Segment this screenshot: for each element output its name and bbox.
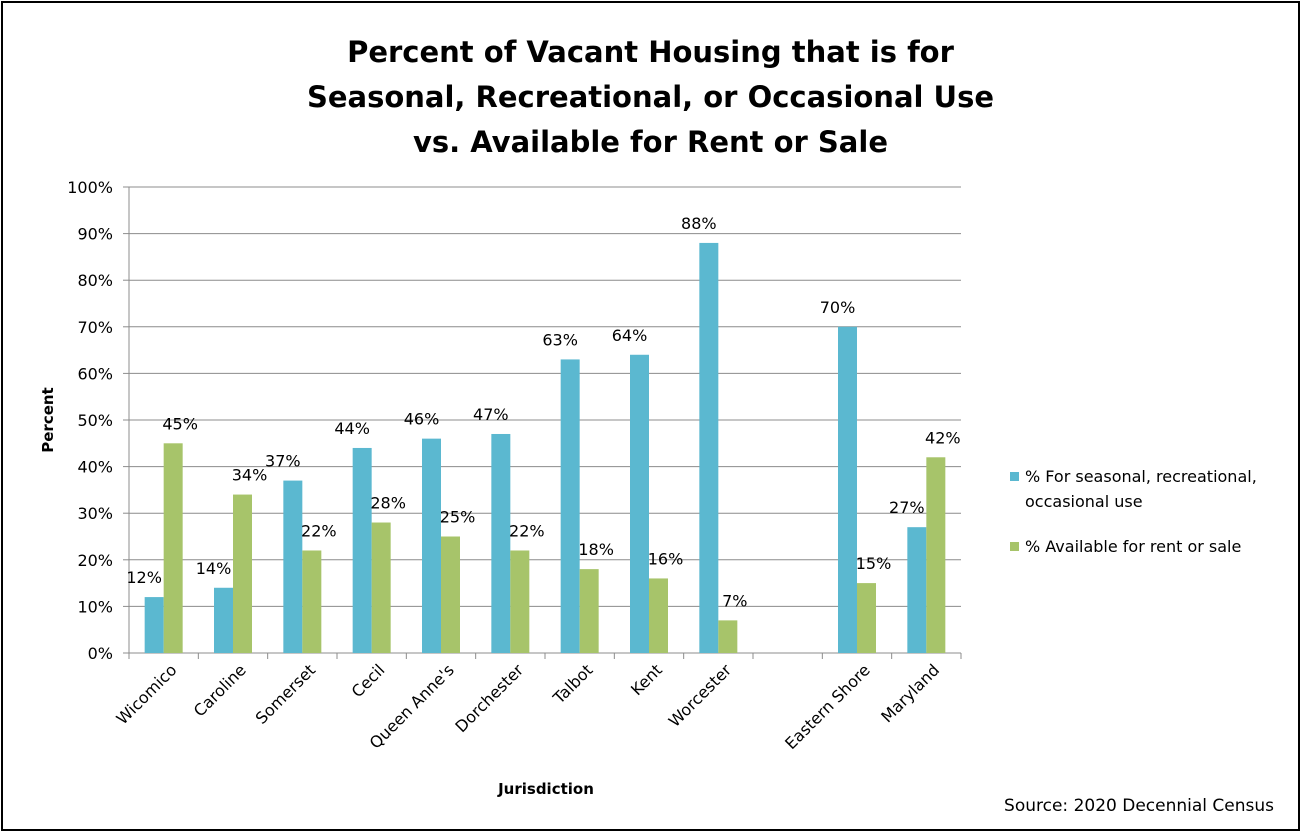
category-label: Talbot	[549, 660, 597, 708]
bar-seasonal	[352, 447, 372, 653]
bar-available	[857, 583, 876, 653]
data-label: 27%	[889, 498, 925, 517]
legend-label-seasonal-line-2: occasional use	[1025, 492, 1143, 511]
legend-label-available: % Available for rent or sale	[1025, 537, 1242, 556]
data-label: 63%	[542, 330, 578, 349]
data-label: 14%	[196, 559, 232, 578]
y-tick-label: 40%	[77, 458, 113, 477]
bar-seasonal	[699, 242, 719, 654]
data-label: 44%	[334, 419, 370, 438]
y-tick-label: 50%	[77, 411, 113, 430]
y-axis-title: Percent	[39, 387, 57, 452]
bar-available	[441, 536, 460, 653]
category-label: Dorchester	[451, 660, 527, 736]
bar-seasonal	[907, 527, 927, 653]
data-label: 25%	[440, 508, 476, 527]
bar-available	[163, 443, 183, 653]
legend-swatch-seasonal	[1010, 472, 1019, 481]
legend-swatch-available	[1010, 542, 1019, 551]
y-tick-label: 90%	[77, 225, 113, 244]
bar-seasonal	[630, 354, 649, 653]
bar-available	[371, 522, 391, 653]
y-tick-label: 100%	[67, 178, 113, 197]
data-label: 34%	[232, 466, 268, 485]
bar-seasonal	[491, 433, 511, 653]
category-label: Cecil	[348, 660, 389, 701]
y-tick-label: 10%	[77, 597, 113, 616]
category-label: Wicomico	[113, 660, 181, 728]
data-label: 22%	[301, 521, 337, 540]
y-tick-label: 0%	[88, 644, 113, 663]
y-tick-label: 70%	[77, 318, 113, 337]
data-label: 37%	[265, 452, 301, 471]
bar-available	[510, 550, 530, 653]
y-tick-label: 30%	[77, 504, 113, 523]
category-label: Somerset	[252, 660, 319, 727]
chart-title-line-2: Seasonal, Recreational, or Occasional Us…	[306, 80, 995, 114]
data-label: 88%	[681, 214, 717, 233]
bar-available	[718, 620, 738, 653]
y-tick-label: 60%	[77, 364, 113, 383]
bar-available	[233, 494, 252, 653]
chart-title-line-1: Percent of Vacant Housing that is for	[347, 35, 954, 69]
chart-title: Percent of Vacant Housing that is for Se…	[0, 30, 1301, 165]
x-axis-title: Jurisdiction	[497, 780, 594, 798]
source-note: Source: 2020 Decennial Census	[1004, 796, 1274, 816]
chart-title-line-3: vs. Available for Rent or Sale	[412, 125, 888, 159]
y-tick-label: 20%	[77, 551, 113, 570]
data-label: 45%	[162, 414, 198, 433]
bar-seasonal	[283, 480, 303, 653]
bar-seasonal	[144, 597, 164, 653]
category-label: Eastern Shore	[781, 660, 874, 753]
category-label: Worcester	[665, 660, 736, 731]
data-label: 28%	[370, 494, 406, 513]
bar-available	[302, 550, 322, 653]
data-label: 42%	[925, 428, 961, 447]
data-label: 15%	[856, 554, 892, 573]
bar-seasonal	[422, 438, 441, 653]
data-label: 7%	[722, 591, 747, 610]
bar-seasonal	[214, 587, 233, 653]
bar-available	[579, 569, 599, 653]
data-label: 22%	[509, 521, 545, 540]
category-label: Maryland	[877, 660, 943, 726]
data-label: 16%	[648, 549, 684, 568]
data-label: 12%	[126, 568, 162, 587]
bar-seasonal	[560, 359, 580, 653]
data-label: 64%	[612, 326, 648, 345]
bar-seasonal	[838, 326, 857, 653]
data-label: 46%	[404, 410, 440, 429]
data-label: 18%	[578, 540, 614, 559]
bar-available	[649, 578, 668, 653]
data-label: 47%	[473, 405, 509, 424]
category-label: Kent	[627, 660, 666, 699]
category-label: Caroline	[190, 660, 250, 720]
legend-label-seasonal-line-1: % For seasonal, recreational,	[1025, 467, 1257, 486]
data-label: 70%	[820, 298, 856, 317]
y-tick-label: 80%	[77, 271, 113, 290]
bar-available	[926, 457, 946, 653]
